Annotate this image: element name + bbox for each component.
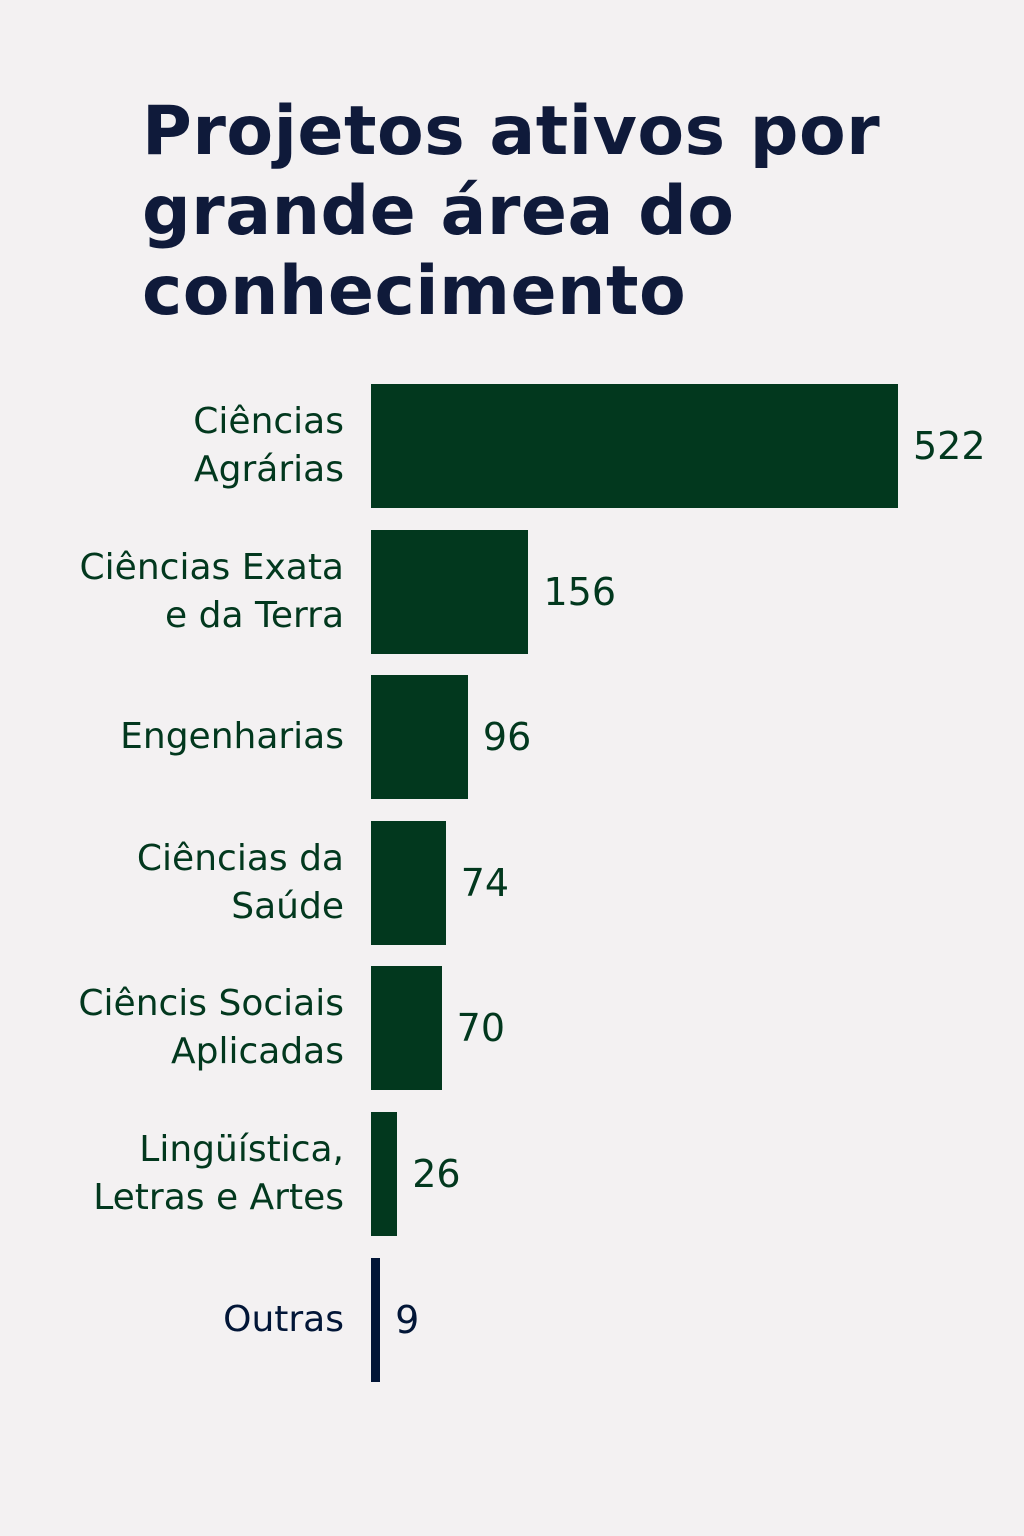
category-label: Lingüística, Letras e Artes (93, 1129, 344, 1218)
category-label: Ciêncis Sociais Aplicadas (78, 983, 344, 1073)
chart-title: Projetos ativos por grande área do conhe… (142, 92, 881, 331)
bar (371, 1257, 381, 1382)
category-label: Ciências Exata e da Terra (79, 546, 344, 636)
bar (371, 384, 898, 508)
category-label: Ciências Agrárias (193, 401, 344, 490)
value-label: 156 (543, 569, 617, 614)
value-label: 26 (412, 1152, 461, 1196)
bar (371, 675, 468, 800)
bar (371, 529, 529, 654)
bar (371, 1112, 398, 1236)
bar (371, 966, 442, 1091)
value-label: 522 (913, 424, 986, 468)
value-label: 9 (395, 1297, 420, 1342)
category-label: Outras (223, 1298, 344, 1340)
bar (371, 820, 446, 945)
category-label: Engenharias (120, 716, 344, 758)
value-label: 74 (460, 860, 510, 905)
category-label: Ciências da Saúde (136, 837, 344, 927)
value-label: 96 (482, 715, 532, 760)
value-label: 70 (456, 1006, 506, 1051)
